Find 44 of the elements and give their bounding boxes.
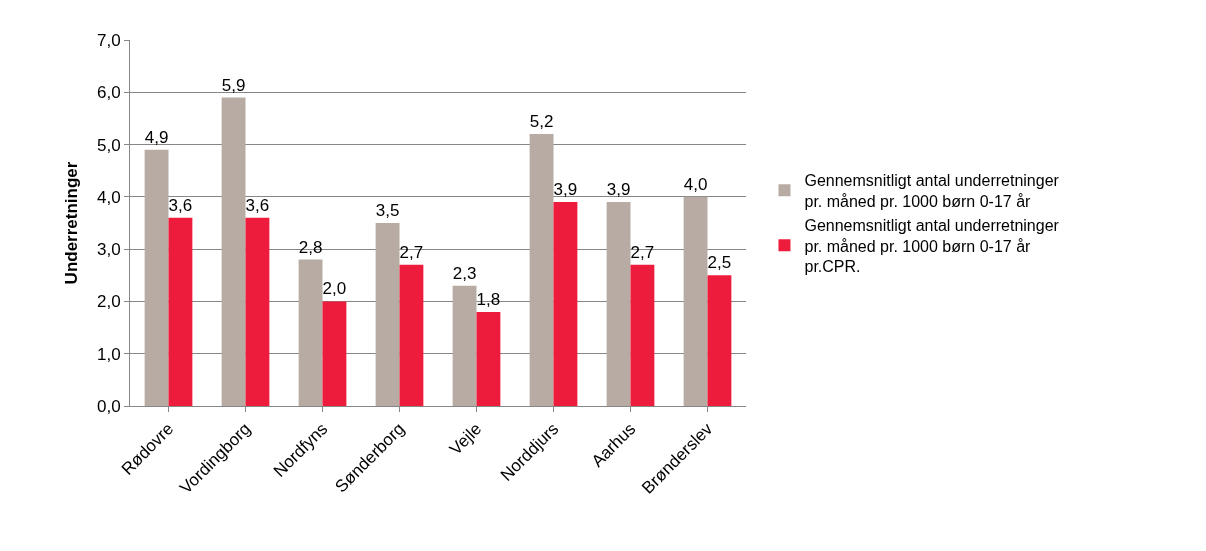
y-axis-title: Underretninger [61, 161, 81, 285]
bar [630, 264, 655, 406]
bar [606, 202, 631, 406]
bar [529, 134, 554, 406]
data-label: 2,7 [399, 242, 424, 262]
data-label: 2,5 [707, 253, 732, 273]
legend-label: Gennemsnitligt antal underretninger pr. måned pr. 1000 børn 0-17 år pr.CPR. [804, 216, 1060, 276]
legend-label: Gennemsnitligt antal underretninger pr. måned pr. 1000 børn 0-17 år [804, 172, 1060, 210]
y-tick-label: 6,0 [96, 83, 121, 103]
bar [553, 202, 578, 406]
data-label: 2,8 [298, 237, 323, 257]
data-label: 4,0 [683, 174, 708, 194]
bar [399, 264, 424, 406]
bar [168, 217, 193, 406]
bar [707, 275, 732, 406]
y-tick-label: 1,0 [96, 344, 121, 364]
bar [221, 97, 246, 406]
bar [144, 149, 169, 406]
x-tick-label: Vejle [445, 419, 486, 459]
y-tick-label: 7,0 [96, 30, 121, 50]
data-label: 2,0 [322, 279, 347, 299]
y-tick-label: 5,0 [96, 135, 121, 155]
bar [476, 311, 501, 406]
y-tick-label: 3,0 [96, 240, 121, 260]
data-label: 3,6 [245, 195, 270, 215]
bar [298, 259, 323, 406]
bar [375, 223, 400, 406]
y-tick-label: 2,0 [96, 292, 121, 312]
data-label: 2,7 [630, 242, 655, 262]
data-label: 3,6 [168, 195, 193, 215]
bar [683, 196, 708, 406]
data-label: 5,2 [529, 112, 554, 132]
data-label: 3,5 [375, 201, 400, 220]
bar [245, 217, 270, 406]
data-label: 3,9 [606, 180, 631, 200]
bar [322, 301, 347, 406]
data-label: 1,8 [476, 289, 501, 309]
data-label: 5,9 [221, 75, 246, 95]
bar [452, 285, 477, 406]
y-tick-label: 4,0 [96, 187, 121, 207]
data-label: 3,9 [553, 180, 578, 200]
y-tick-label: 0,0 [96, 396, 121, 416]
data-label: 4,9 [144, 127, 169, 147]
data-label: 2,3 [452, 263, 477, 283]
